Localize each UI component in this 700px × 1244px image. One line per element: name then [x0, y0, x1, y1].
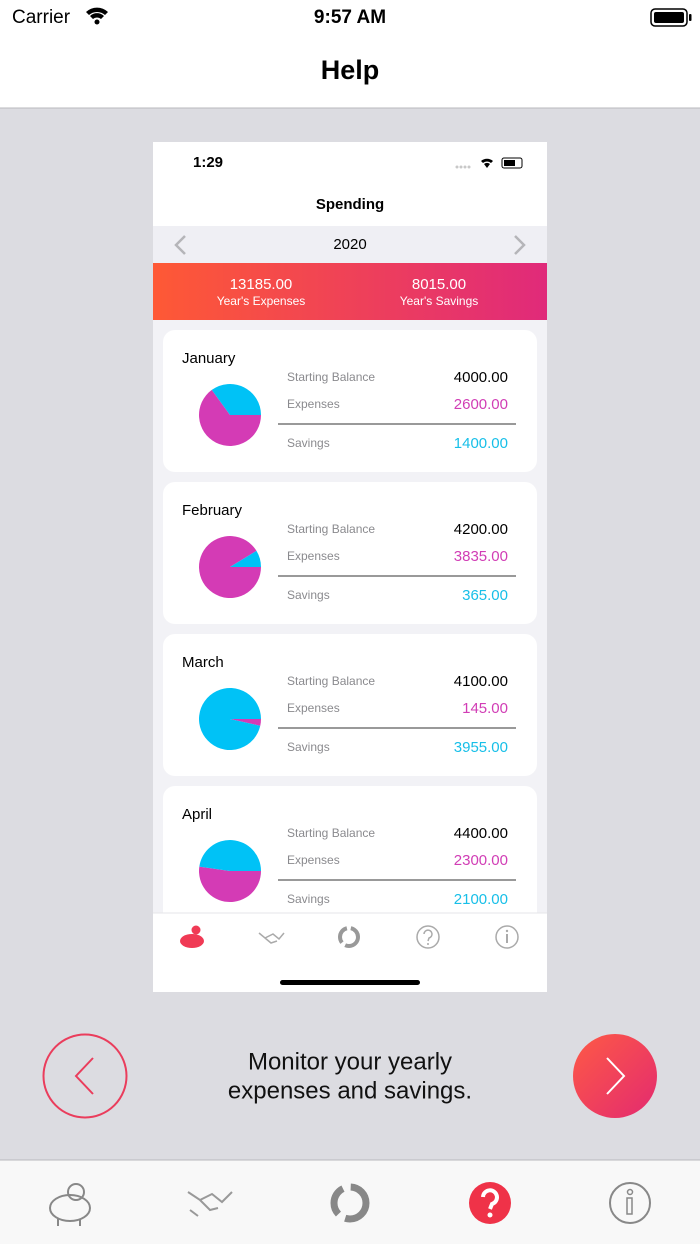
prev-button[interactable] [42, 1033, 128, 1119]
pie-expenses [230, 719, 261, 726]
row-label: Savings [287, 740, 330, 754]
month-card: April Starting Balance 4400.00 Expenses 2300… [163, 786, 537, 928]
row-value: 365.00 [462, 587, 508, 604]
inner-clock: 1:29 [193, 154, 223, 171]
row-value: 1400.00 [454, 435, 508, 452]
tab-help[interactable] [469, 1182, 511, 1224]
month-card: January Starting Balance 4000.00 Expenses 26… [163, 330, 537, 472]
row-label: Starting Balance [287, 522, 375, 536]
row-label: Savings [287, 436, 330, 450]
row-value: 145.00 [462, 700, 508, 717]
row-label: Starting Balance [287, 370, 375, 384]
month-card: February Starting Balance 4200.00 Expenses 3… [163, 482, 537, 624]
summary-band [153, 263, 547, 320]
pie-expenses [198, 389, 261, 446]
tab-bar [0, 1160, 700, 1244]
row-value: 2600.00 [454, 396, 508, 413]
battery-icon [650, 8, 692, 27]
month-name: April [182, 806, 212, 823]
month-name: March [182, 654, 224, 671]
inner-battery-level [504, 160, 515, 166]
tab-piggy[interactable] [49, 1183, 91, 1226]
prev-arrow [74, 1057, 94, 1095]
summary-label: Year's Expenses [217, 294, 306, 308]
row-value: 4100.00 [454, 673, 508, 690]
inner-tab-handshake [258, 932, 285, 944]
carrier: Carrier [12, 7, 71, 28]
row-value: 4200.00 [454, 521, 508, 538]
row-value: 4000.00 [454, 369, 508, 386]
tab-handshake[interactable] [187, 1191, 233, 1217]
prev-year [174, 235, 186, 255]
pie-savings [211, 383, 261, 415]
inner-battery [501, 157, 523, 169]
caption-line: Monitor your yearly [248, 1048, 452, 1075]
row-label: Starting Balance [287, 826, 375, 840]
row-label: Savings [287, 588, 330, 602]
inner-tab-info [495, 925, 519, 949]
inner-tab-piggy [180, 925, 204, 948]
summary-label: Year's Savings [400, 294, 479, 308]
year: 2020 [333, 236, 366, 253]
pie-savings [230, 550, 261, 567]
row-value: 2100.00 [454, 891, 508, 908]
row-value: 3955.00 [454, 739, 508, 756]
pie-savings [199, 687, 261, 750]
pie-savings [199, 840, 261, 871]
row-value: 2300.00 [454, 852, 508, 869]
card-bg [163, 634, 537, 776]
row-value: 4400.00 [454, 825, 508, 842]
card-bg [163, 330, 537, 472]
card-bg [163, 786, 537, 928]
next-arrow [606, 1057, 626, 1095]
inner-tab-bar [153, 913, 547, 992]
home-indicator [280, 980, 420, 985]
month-name: February [182, 502, 243, 519]
screenshot-header [153, 142, 547, 226]
month-card: March Starting Balance 4100.00 Expenses 145.… [163, 634, 537, 776]
row-label: Expenses [287, 701, 340, 715]
card-bg [163, 482, 537, 624]
row-label: Expenses [287, 397, 340, 411]
inner-tab-chart [338, 926, 360, 948]
next-button[interactable] [573, 1034, 657, 1118]
month-name: January [182, 350, 236, 367]
month-list: January Starting Balance 4000.00 Expenses 26… [163, 330, 537, 928]
inner-tab-help [416, 925, 440, 949]
next-year [514, 235, 526, 255]
summary-value: 8015.00 [412, 276, 466, 293]
inner-signal [455, 165, 471, 169]
row-label: Starting Balance [287, 674, 375, 688]
pie-expenses [198, 866, 261, 903]
row-label: Expenses [287, 549, 340, 563]
inner-title: Spending [316, 196, 384, 213]
summary-value: 13185.00 [230, 276, 293, 293]
inner-wifi [481, 158, 493, 168]
row-label: Expenses [287, 853, 340, 867]
caption-line: expenses and savings. [228, 1077, 472, 1104]
row-value: 3835.00 [454, 548, 508, 565]
wifi-icon [86, 7, 108, 25]
header-bg [0, 0, 700, 108]
app-screenshot: 1:29 Spending 2020 13185.00 Year's Expen… [153, 142, 547, 992]
tab-info[interactable] [609, 1182, 651, 1224]
year-bar [153, 226, 547, 263]
nav-title: Help [321, 55, 380, 85]
row-label: Savings [287, 892, 330, 906]
clock: 9:57 AM [314, 7, 386, 28]
tab-chart[interactable] [330, 1183, 370, 1223]
